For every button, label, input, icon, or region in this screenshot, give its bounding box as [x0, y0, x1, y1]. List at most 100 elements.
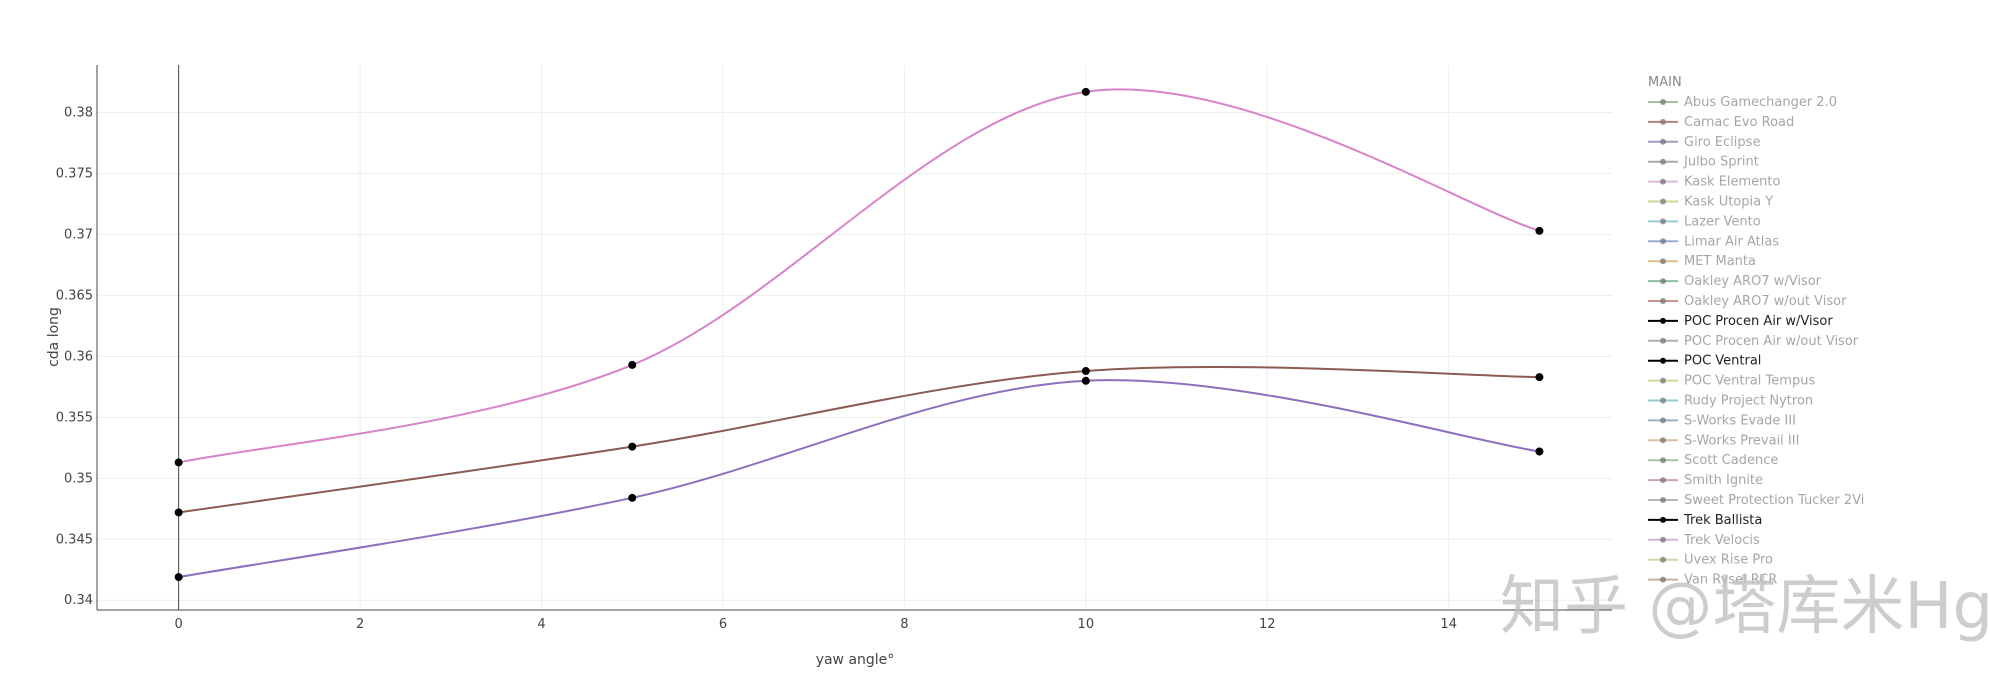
data-point[interactable] — [1081, 87, 1090, 96]
legend-swatch-dot — [1660, 377, 1666, 384]
legend-item[interactable]: Limar Air Atlas — [1648, 234, 1779, 249]
legend-swatch-dot — [1660, 317, 1666, 324]
watermark: 知乎 @塔库米Hg — [1500, 570, 1990, 644]
legend-label: Carnac Evo Road — [1684, 115, 1794, 130]
legend-swatch-dot — [1660, 278, 1666, 285]
series-layer — [174, 87, 1544, 582]
legend-swatch-dot — [1660, 417, 1666, 424]
legend-item[interactable]: Scott Cadence — [1648, 453, 1778, 468]
legend-item[interactable]: Smith Ignite — [1648, 473, 1763, 488]
series-line-1[interactable] — [178, 365, 1540, 514]
legend-swatch-dot — [1660, 258, 1666, 265]
legend-label: Oakley ARO7 w/out Visor — [1684, 294, 1847, 309]
y-tick-label: 0.375 — [56, 167, 93, 182]
legend-label: Lazer Vento — [1684, 214, 1761, 229]
legend-label: Van Rysel RCR — [1684, 573, 1777, 588]
legend-item[interactable]: Trek Velocis — [1648, 533, 1760, 548]
legend-swatch-dot — [1660, 138, 1666, 145]
x-axis-title: yaw angle° — [816, 652, 895, 668]
legend-swatch-dot — [1660, 218, 1666, 225]
legend-label: Rudy Project Nytron — [1684, 394, 1813, 409]
legend-swatch-dot — [1660, 99, 1666, 105]
legend-item[interactable]: POC Ventral — [1648, 354, 1761, 369]
legend-item[interactable]: S-Works Prevail III — [1648, 433, 1799, 448]
data-point[interactable] — [174, 573, 183, 582]
legend-label: Abus Gamechanger 2.0 — [1684, 95, 1837, 110]
y-tick-label: 0.365 — [56, 288, 93, 303]
data-point[interactable] — [1535, 226, 1544, 235]
y-tick-label: 0.38 — [64, 106, 93, 121]
legend-label: Scott Cadence — [1684, 453, 1778, 468]
legend-label: POC Procen Air w/Visor — [1684, 314, 1833, 329]
legend-item[interactable]: Sweet Protection Tucker 2Vi — [1648, 493, 1864, 508]
legend-item[interactable]: S-Works Evade III — [1648, 413, 1796, 428]
legend-item[interactable]: Oakley ARO7 w/out Visor — [1648, 294, 1847, 309]
legend-item[interactable]: Julbo Sprint — [1648, 155, 1759, 170]
legend-swatch-dot — [1660, 397, 1666, 404]
legend-label: Limar Air Atlas — [1684, 234, 1779, 249]
legend-item[interactable]: Trek Ballista — [1648, 513, 1762, 528]
legend-swatch-dot — [1660, 357, 1666, 364]
y-tick-label: 0.37 — [64, 227, 93, 242]
legend-label: Kask Elemento — [1684, 175, 1781, 190]
y-tick-label: 0.345 — [56, 532, 93, 547]
legend-label: Giro Eclipse — [1684, 135, 1760, 150]
data-point[interactable] — [174, 508, 183, 517]
legend-label: POC Ventral — [1684, 354, 1761, 369]
legend-swatch-dot — [1660, 238, 1666, 245]
data-point[interactable] — [174, 458, 183, 467]
data-point[interactable] — [628, 360, 637, 369]
series-line-0[interactable] — [178, 88, 1540, 464]
legend-swatch-dot — [1660, 556, 1666, 563]
legend-item[interactable]: POC Procen Air w/Visor — [1648, 314, 1833, 329]
data-point[interactable] — [1535, 447, 1544, 456]
legend-swatch-dot — [1660, 497, 1666, 503]
legend-item[interactable]: POC Ventral Tempus — [1648, 374, 1815, 389]
legend-item[interactable]: Uvex Rise Pro — [1648, 553, 1773, 568]
legend-label: Uvex Rise Pro — [1684, 553, 1773, 568]
legend-item[interactable]: Van Rysel RCR — [1648, 573, 1777, 588]
legend-item[interactable]: Oakley ARO7 w/Visor — [1648, 274, 1822, 289]
y-tick-label: 0.355 — [56, 410, 93, 425]
grid — [97, 65, 1612, 610]
legend-item[interactable]: POC Procen Air w/out Visor — [1648, 334, 1859, 349]
series-line-2[interactable] — [178, 379, 1540, 579]
legend-item[interactable]: Rudy Project Nytron — [1648, 394, 1813, 409]
legend-item[interactable]: Lazer Vento — [1648, 214, 1761, 229]
legend-swatch-dot — [1660, 536, 1666, 543]
data-point[interactable] — [1081, 367, 1090, 376]
legend-swatch-dot — [1660, 298, 1666, 304]
legend-label: POC Ventral Tempus — [1684, 374, 1815, 389]
legend-label: Julbo Sprint — [1683, 155, 1759, 170]
legend-item[interactable]: Abus Gamechanger 2.0 — [1648, 95, 1837, 110]
legend-item[interactable]: MET Manta — [1648, 254, 1756, 269]
legend-item[interactable]: Carnac Evo Road — [1648, 115, 1794, 130]
x-tick-label: 10 — [1078, 617, 1095, 632]
legend-swatch-dot — [1660, 516, 1666, 523]
legend-label: POC Procen Air w/out Visor — [1684, 334, 1859, 349]
data-point[interactable] — [628, 493, 637, 502]
data-point[interactable] — [1081, 376, 1090, 385]
axes: 0 2 4 6 8 10 12 14 0.34 0.345 0.35 0.355 0.36 0.365 0.… — [56, 65, 1612, 632]
legend-label: S-Works Evade III — [1684, 413, 1796, 428]
y-axis-title: cda long — [46, 307, 62, 367]
legend-item[interactable]: Giro Eclipse — [1648, 135, 1760, 150]
x-tick-label: 4 — [537, 617, 545, 632]
legend-label: Trek Ballista — [1683, 513, 1762, 528]
data-point[interactable] — [628, 442, 637, 451]
legend-swatch-dot — [1660, 457, 1666, 464]
data-point[interactable] — [1535, 373, 1544, 382]
x-tick-label: 14 — [1440, 617, 1457, 632]
legend-swatch-dot — [1660, 576, 1666, 583]
y-tick-label: 0.36 — [64, 349, 93, 364]
legend-swatch-dot — [1660, 477, 1666, 484]
legend-item[interactable]: Kask Elemento — [1648, 175, 1781, 190]
legend-label: Trek Velocis — [1683, 533, 1760, 548]
legend-swatch-dot — [1660, 118, 1666, 125]
legend-label: S-Works Prevail III — [1684, 433, 1799, 448]
legend-label: Smith Ignite — [1684, 473, 1763, 488]
y-tick-label: 0.34 — [64, 593, 93, 608]
legend-item[interactable]: Kask Utopia Y — [1648, 195, 1773, 210]
x-tick-label: 2 — [356, 617, 364, 632]
